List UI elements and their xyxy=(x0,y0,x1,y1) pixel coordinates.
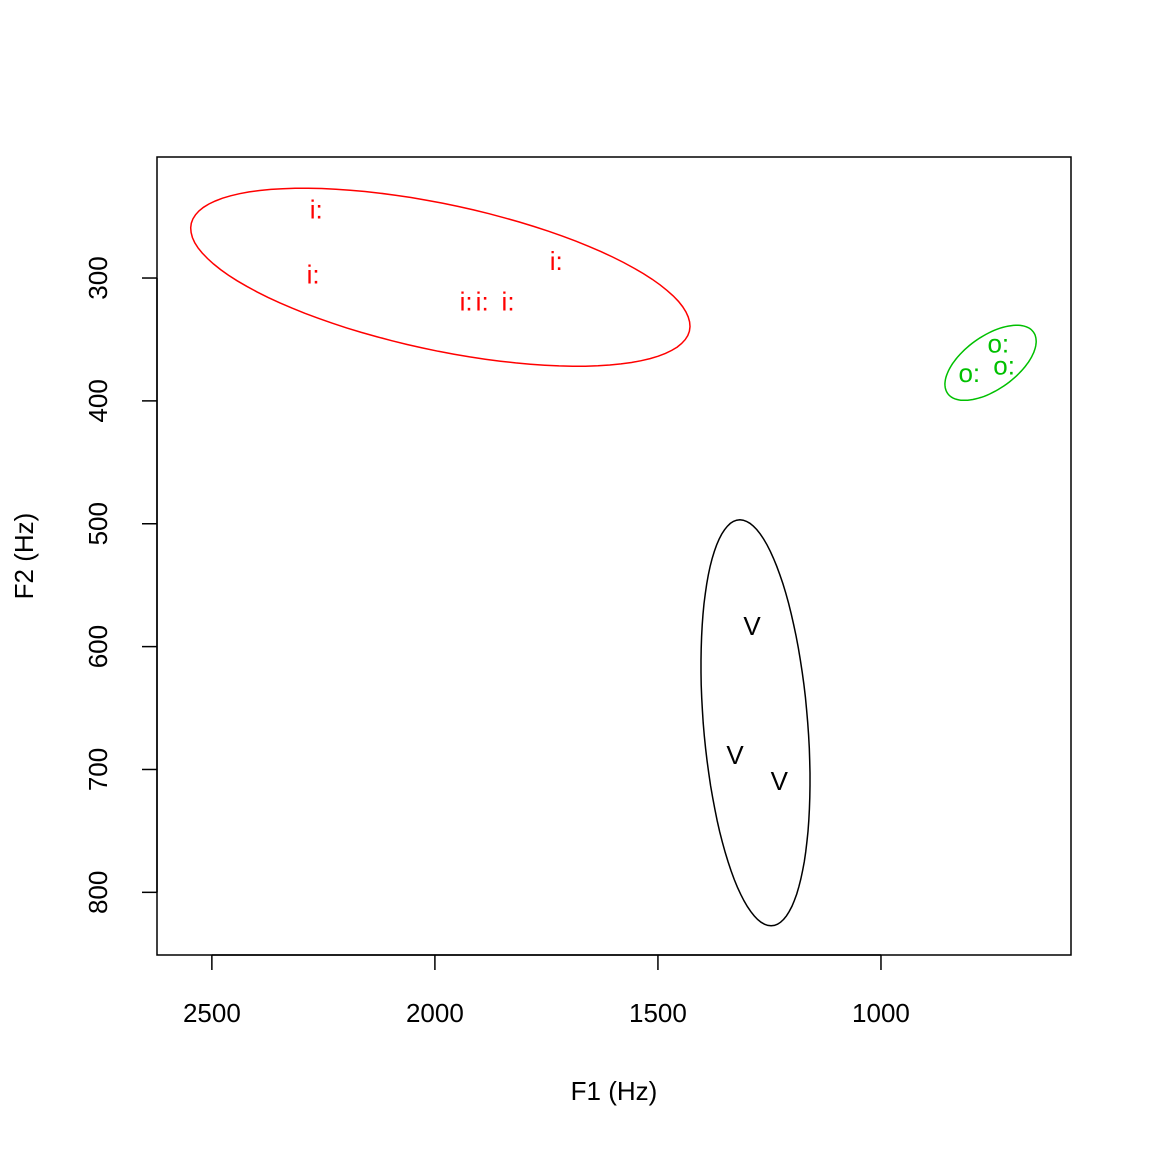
ellipse xyxy=(944,324,1037,402)
point-label: o: xyxy=(993,351,1015,381)
ellipse xyxy=(700,519,811,927)
point-label: i: xyxy=(502,287,515,317)
point-label: V xyxy=(743,611,761,641)
y-tick-label: 700 xyxy=(83,748,113,791)
x-axis-title: F1 (Hz) xyxy=(571,1076,658,1106)
y-tick-label: 800 xyxy=(83,871,113,914)
point-label: i: xyxy=(476,287,489,317)
x-tick-label: 1000 xyxy=(852,998,910,1028)
x-tick-label: 2500 xyxy=(183,998,241,1028)
y-tick-label: 500 xyxy=(83,502,113,545)
ellipse xyxy=(189,187,691,367)
point-label: i: xyxy=(307,260,320,290)
x-tick-label: 1500 xyxy=(629,998,687,1028)
point-label: V xyxy=(726,740,744,770)
point-label: i: xyxy=(460,287,473,317)
y-tick-label: 300 xyxy=(83,256,113,299)
point-label: o: xyxy=(958,358,980,388)
y-axis-title: F2 (Hz) xyxy=(9,513,39,600)
y-tick-label: 400 xyxy=(83,379,113,422)
point-label: i: xyxy=(550,246,563,276)
point-label: V xyxy=(771,766,789,796)
x-tick-label: 2000 xyxy=(406,998,464,1028)
point-label: o: xyxy=(987,328,1009,358)
y-tick-label: 600 xyxy=(83,625,113,668)
plot-frame xyxy=(156,156,1072,956)
point-label: i: xyxy=(310,195,323,225)
